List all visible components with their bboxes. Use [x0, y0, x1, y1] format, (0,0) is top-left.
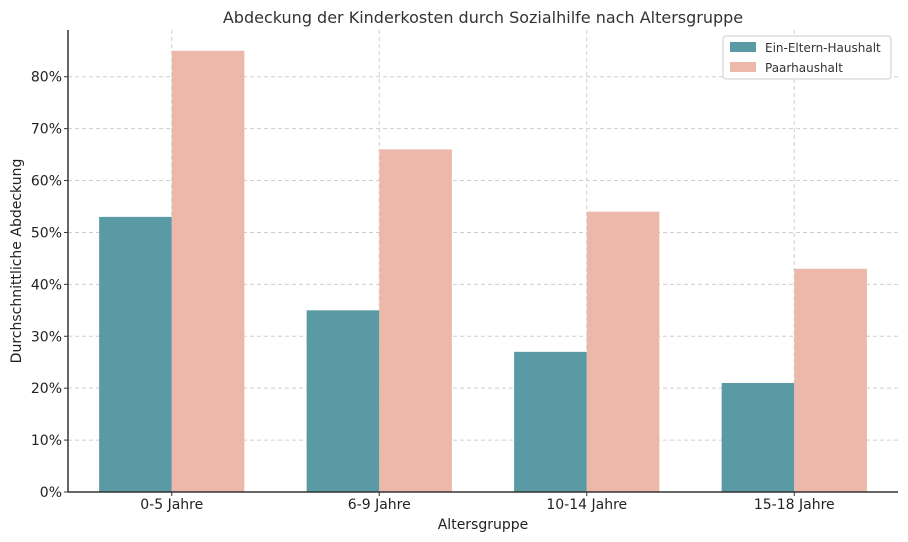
x-axis-label: Altersgruppe [438, 517, 529, 533]
legend-frame [722, 35, 892, 80]
bar-single-parent-0 [99, 216, 172, 492]
y-tick-label: 50% [31, 225, 62, 241]
chart-title: Abdeckung der Kinderkosten durch Sozialh… [223, 8, 743, 27]
bar-single-parent-2 [514, 351, 587, 492]
y-tick-label: 0% [40, 485, 62, 501]
axes [64, 30, 898, 496]
y-tick-label: 20% [31, 381, 62, 397]
y-tick-label: 60% [31, 174, 62, 190]
legend: Ein-Eltern-Haushalt Paarhaushalt [722, 35, 892, 80]
bar-single-parent-1 [306, 310, 380, 492]
bar-couple-0 [171, 50, 245, 493]
y-tick-label: 80% [31, 70, 62, 86]
tick-labels: 0% 10% 20% 30% 40% 50% 60% 70% 80% 0-5 Jahre 6-9 J… [31, 70, 835, 513]
y-axis-label: Durchschnittliche Abdeckung [9, 159, 25, 364]
legend-swatch-single-parent [730, 42, 756, 52]
x-tick-label: 0-5 Jahre [140, 497, 203, 513]
y-tick-label: 40% [31, 277, 62, 293]
legend-swatch-couple [730, 62, 756, 72]
legend-label-couple: Paarhaushalt [765, 61, 843, 75]
bar-single-parent-3 [721, 382, 795, 492]
bar-couple-1 [379, 149, 452, 493]
x-tick-label: 6-9 Jahre [348, 497, 411, 513]
bar-couple-2 [586, 211, 660, 492]
bars [99, 50, 867, 493]
bar-couple-3 [794, 268, 867, 492]
y-tick-label: 30% [31, 329, 62, 345]
y-tick-label: 10% [31, 433, 62, 449]
x-tick-label: 15-18 Jahre [754, 497, 835, 513]
legend-label-single-parent: Ein-Eltern-Haushalt [765, 41, 881, 55]
y-tick-label: 70% [31, 122, 62, 138]
x-tick-label: 10-14 Jahre [546, 497, 627, 513]
